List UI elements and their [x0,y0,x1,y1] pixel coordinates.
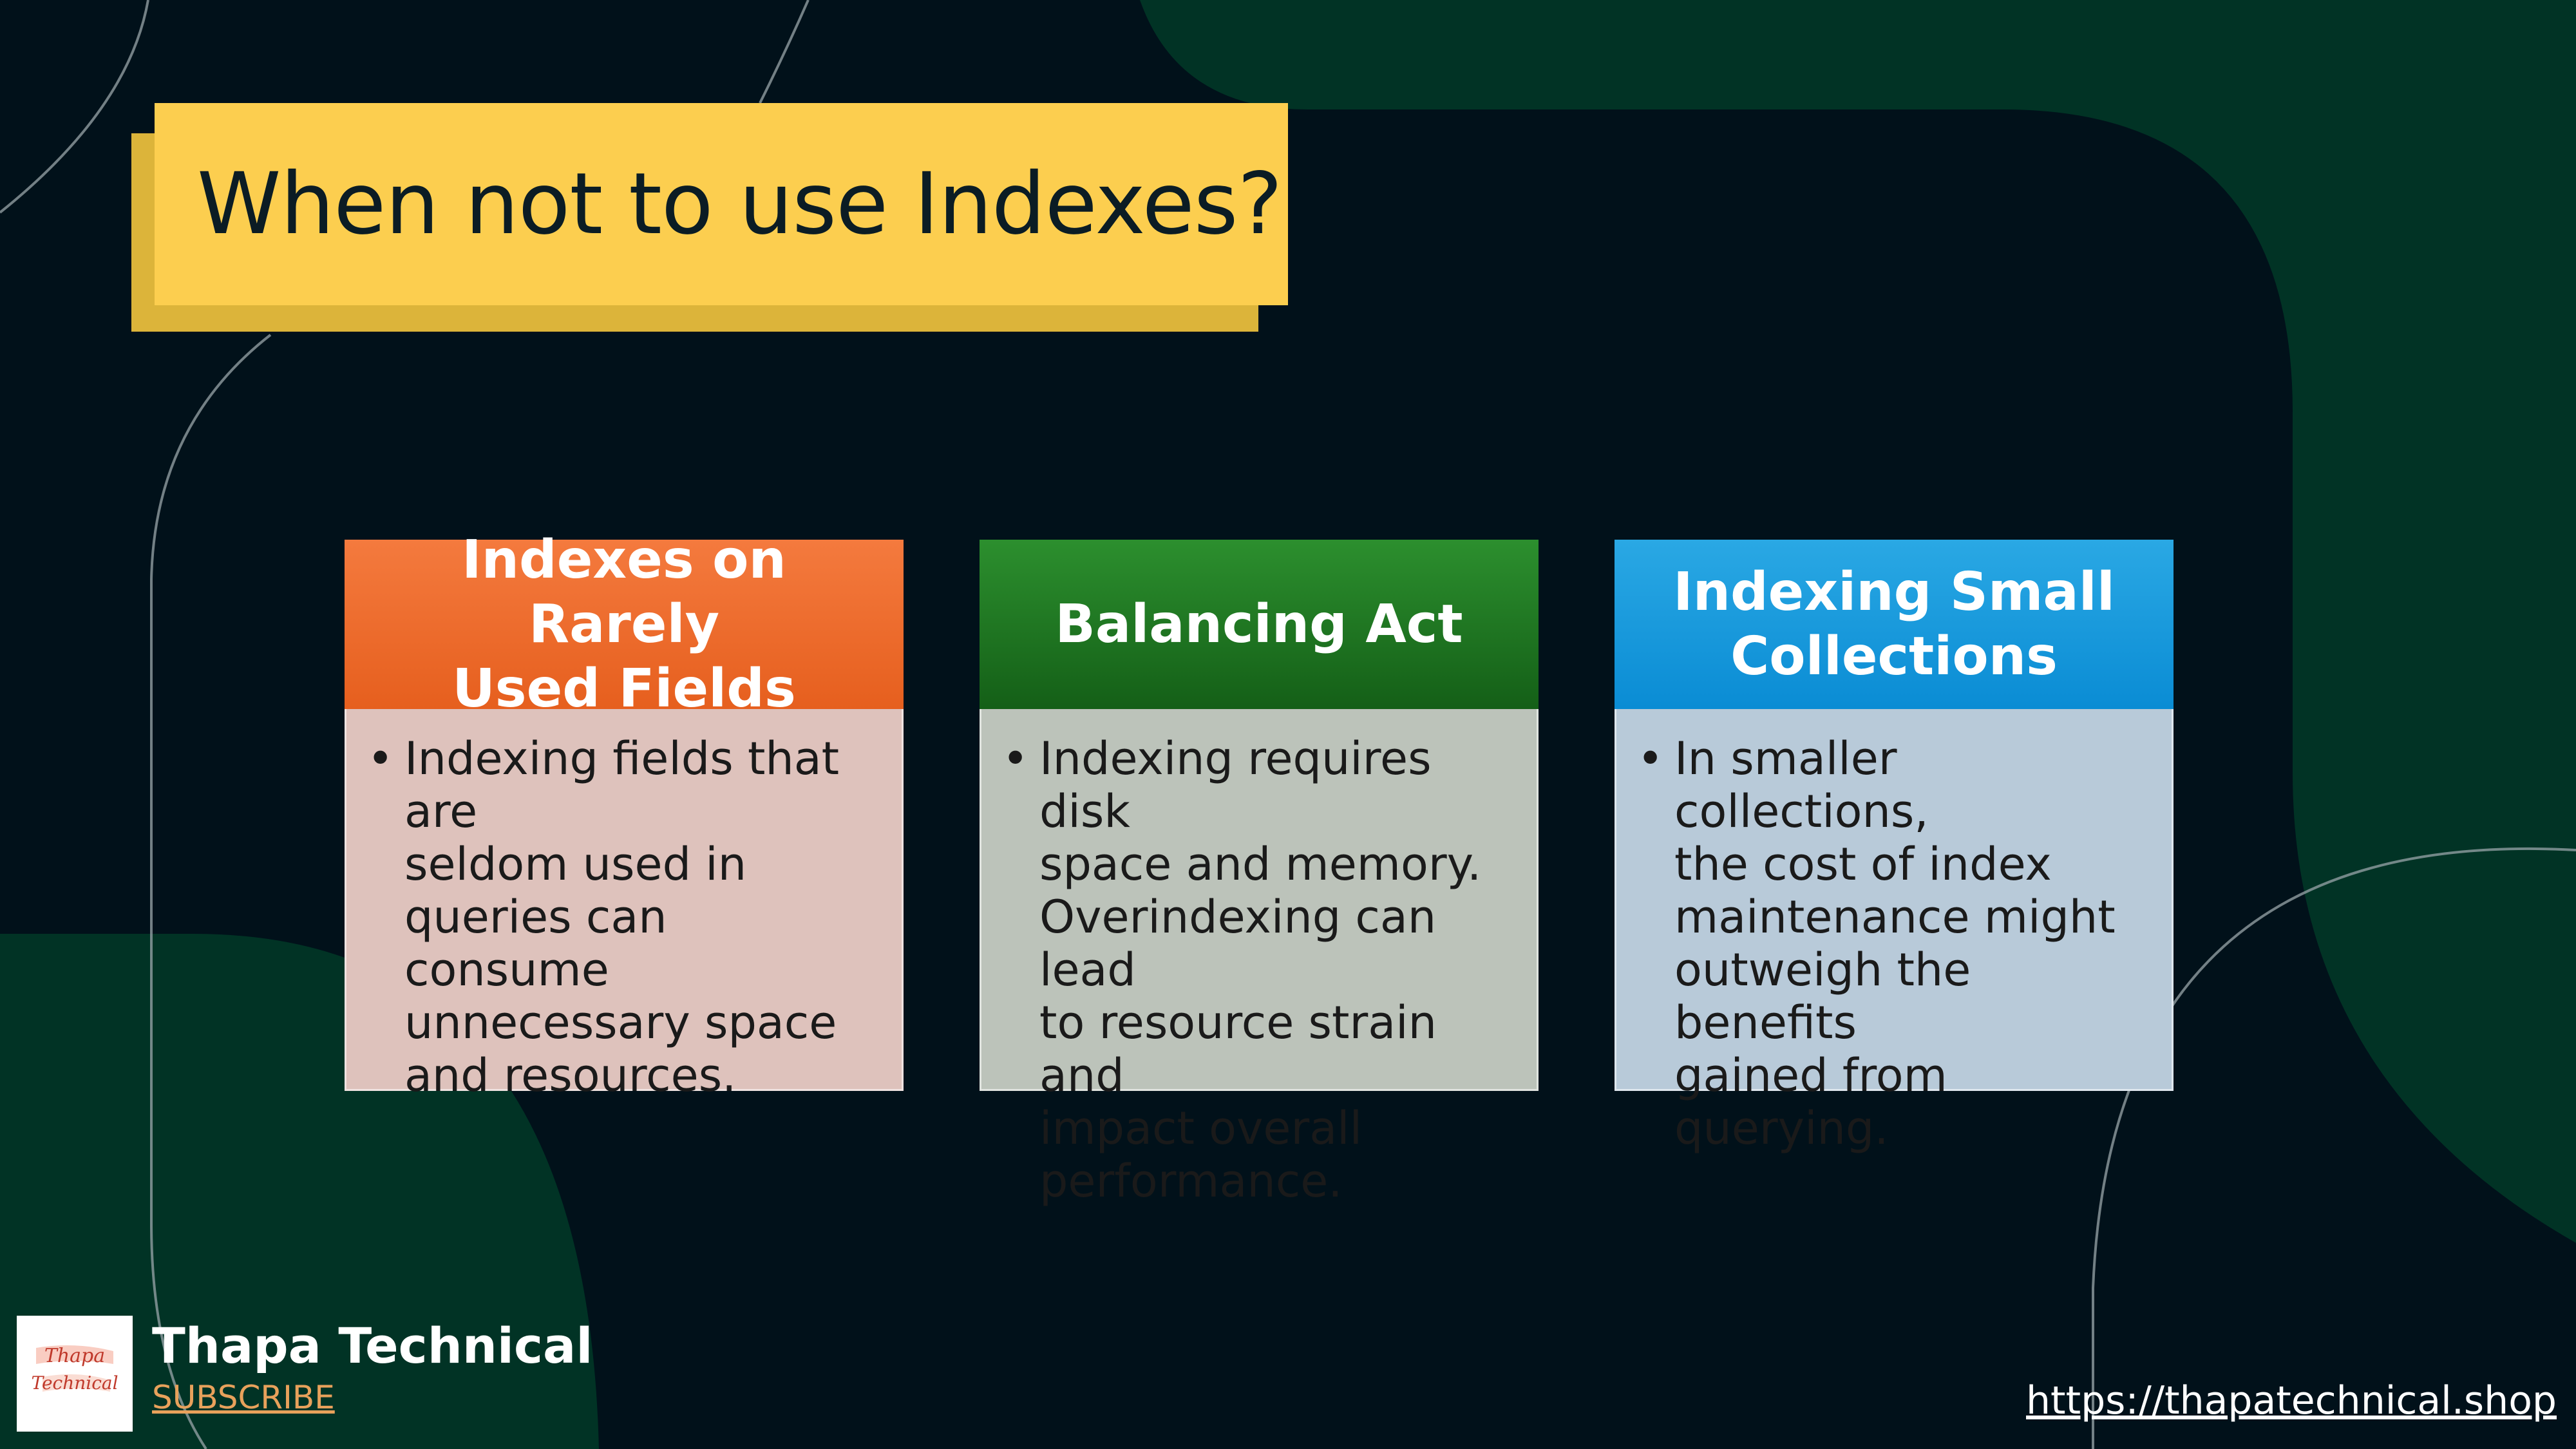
bullet-line: maintenance might [1674,891,2116,943]
card-title-line: Used Fields [452,658,796,719]
card-title: Indexing Small Collections [1673,560,2115,689]
card-body: • In smaller collections, the cost of in… [1615,709,2174,1155]
card-body: • Indexing requires disk space and memor… [980,709,1539,1208]
bullet-line: Indexing requires disk [1039,732,1432,838]
subscribe-link[interactable]: SUBSCRIBE [152,1379,335,1416]
bullet-line: Indexing fields that are [404,732,840,838]
svg-text:Thapa: Thapa [44,1345,105,1367]
bullet-item: • Indexing fields that are seldom used i… [367,732,876,1102]
card-small-collections: Indexing Small Collections • In smaller … [1615,540,2174,1155]
card-header: Indexes on Rarely Used Fields [345,529,904,719]
channel-logo[interactable]: Thapa Technical [17,1316,133,1432]
bullet-line: outweigh the benefits [1674,943,1971,1049]
card-rarely-used-fields: Indexes on Rarely Used Fields • Indexing… [345,529,904,1102]
bullet-dot: • [1637,732,1664,785]
logo-icon: Thapa Technical [17,1316,133,1432]
card-title: Indexes on Rarely Used Fields [364,528,884,721]
bullet-line: and resources. [404,1049,737,1102]
arc-top-middle [759,0,810,104]
bullet-line: queries can consume [404,891,667,996]
card-balancing-act: Balancing Act • Indexing requires disk s… [980,540,1539,1208]
bullet-line: impact overall [1039,1102,1363,1155]
bullet-line: Overindexing can lead [1039,891,1437,996]
card-header: Balancing Act [980,540,1539,709]
bullet-line: unnecessary space [404,996,837,1049]
page-title: When not to use Indexes? [197,155,1283,254]
card-title-line: Indexes on Rarely [462,529,786,655]
card-body: • Indexing fields that are seldom used i… [345,709,904,1102]
card-title-line: Collections [1730,625,2058,687]
channel-name[interactable]: Thapa Technical [152,1317,593,1374]
bullet-line: gained from querying. [1674,1049,1947,1155]
bullet-item: • Indexing requires disk space and memor… [1002,732,1511,1208]
arc-left [150,334,272,1449]
bullet-line: to resource strain and [1039,996,1437,1102]
green-shape-top-right [1140,0,2576,1243]
bullet-dot: • [367,732,394,785]
bullet-line: seldom used in [404,838,747,891]
website-link[interactable]: https://thapatechnical.shop [2026,1378,2557,1423]
card-title-line: Balancing Act [1055,593,1463,655]
bullet-line: In smaller collections, [1674,732,1929,838]
arc-top-left [0,0,149,214]
bullet-line: the cost of index [1674,838,2052,891]
bullet-item: • In smaller collections, the cost of in… [1637,732,2146,1155]
svg-text:Technical: Technical [31,1372,118,1394]
bullet-line: space and memory. [1039,838,1482,891]
bullet-line: performance. [1039,1155,1343,1208]
card-title: Balancing Act [1055,592,1463,657]
arc-bottom-right [2092,847,2576,1449]
bullet-dot: • [1002,732,1029,785]
title-box: When not to use Indexes? [155,103,1288,305]
card-title-line: Indexing Small [1673,561,2115,623]
card-header: Indexing Small Collections [1615,540,2174,709]
